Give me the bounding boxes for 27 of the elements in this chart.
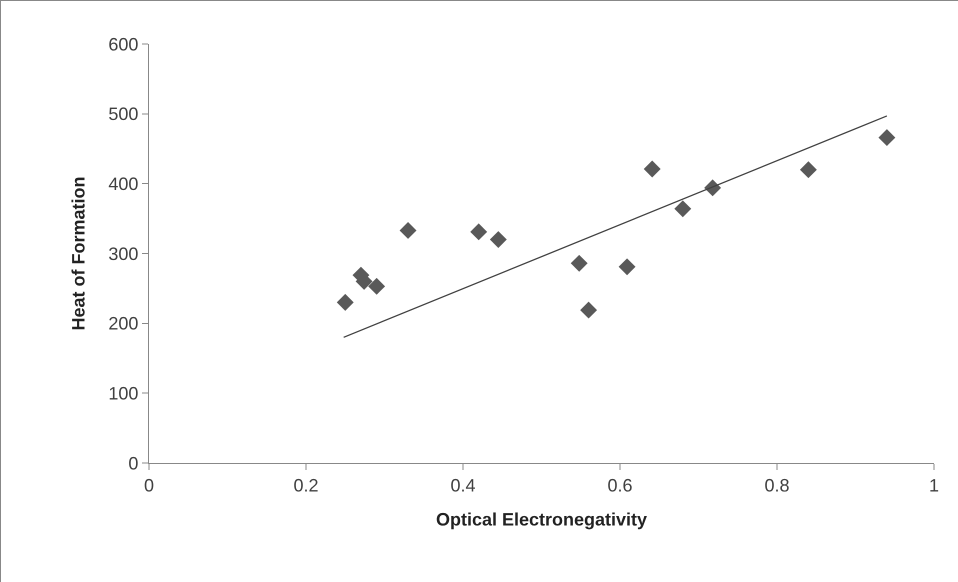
point: [368, 278, 386, 295]
point: [618, 258, 636, 276]
x-tick-label: 0: [144, 476, 154, 496]
point: [400, 222, 416, 239]
x-tick-label: 0.4: [450, 476, 476, 496]
point: [336, 294, 354, 311]
y-tick-label: 0: [128, 453, 138, 474]
point: [470, 223, 488, 240]
x-tick-label: 0.2: [293, 476, 319, 496]
point: [644, 160, 661, 178]
y-tick-label: 500: [108, 104, 138, 124]
y-axis-title: Heat of Formation: [68, 176, 89, 331]
point: [570, 254, 588, 272]
x-axis-title: Optical Electronegativity: [436, 510, 648, 530]
y-tick-label: 600: [108, 34, 138, 54]
point: [580, 302, 598, 319]
point: [878, 129, 896, 146]
y-tick-label: 300: [108, 244, 138, 264]
x-tick-label: 0.8: [764, 476, 790, 496]
y-tick-label: 200: [108, 314, 138, 334]
x-tick-label: 0.6: [607, 476, 633, 496]
point: [674, 200, 692, 218]
x-tick-label: 1: [928, 476, 940, 496]
y-tick-label: 400: [108, 174, 138, 194]
y-tick-label: 100: [108, 383, 138, 404]
point: [800, 161, 817, 178]
point: [490, 231, 507, 248]
